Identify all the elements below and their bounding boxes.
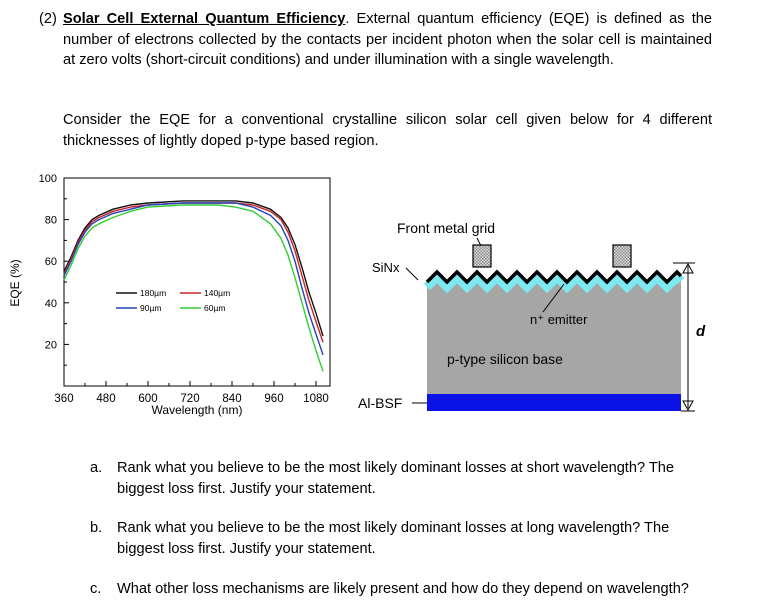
thickness-label: d	[696, 323, 706, 340]
consider-paragraph: Consider the EQE for a conventional crys…	[63, 112, 712, 149]
front-grid-pointer	[476, 237, 482, 247]
series-lines	[63, 200, 324, 372]
sinx-pointer	[405, 267, 419, 281]
bsf-label: Al-BSF	[358, 395, 402, 411]
problem-intro: . External quantum efficiency (EQE) is d…	[63, 11, 712, 68]
legend-label: 60µm	[204, 303, 225, 313]
problem-title: Solar Cell External Quantum Efficiency	[63, 11, 346, 27]
y-tick-label: 40	[45, 298, 57, 310]
plot-area	[63, 177, 331, 387]
x-tick-label: 480	[96, 393, 115, 405]
x-tick-label: 720	[180, 393, 199, 405]
y-axis-ticks: 100 80 60 40 20	[39, 173, 69, 366]
x-tick-label: 600	[138, 393, 157, 405]
base-label: p-type silicon base	[447, 351, 563, 367]
emitter-pointer	[542, 283, 565, 313]
legend: 180µm 140µm 90µm 60µm	[116, 288, 230, 313]
series-line-2	[63, 202, 324, 356]
eqe-chart: 100 80 60 40 20 360 480 600 720 840 960 1080 Wavel…	[8, 173, 331, 417]
p-type-base	[427, 282, 681, 394]
question-a: a. Rank what you believe to be the most …	[90, 458, 712, 499]
legend-label: 90µm	[140, 303, 161, 313]
y-tick-label: 20	[45, 339, 57, 351]
x-axis-label: Wavelength (nm)	[152, 403, 243, 417]
question-b-label: b.	[90, 520, 103, 536]
thickness-arrow-down	[682, 400, 694, 412]
series-line-3	[63, 204, 324, 372]
question-c-label: c.	[90, 581, 102, 597]
x-tick-label: 840	[222, 393, 241, 405]
problem-number: (2)	[39, 11, 57, 27]
question-c-text: What other loss mechanisms are likely pr…	[117, 581, 689, 597]
sinx-label: SiNx	[372, 260, 400, 275]
grid-contact-1	[472, 244, 492, 268]
front-grid-label: Front metal grid	[397, 220, 495, 236]
chart-frame	[63, 177, 331, 387]
legend-label: 180µm	[140, 288, 166, 298]
x-tick-label: 1080	[303, 393, 329, 405]
y-tick-label: 60	[45, 256, 57, 268]
x-tick-label: 360	[54, 393, 73, 405]
x-axis-ticks: 360 480 600 720 840 960 1080	[54, 381, 329, 405]
y-axis-label: EQE (%)	[8, 259, 22, 306]
y-tick-label: 100	[39, 173, 57, 185]
x-tick-label: 960	[264, 393, 283, 405]
question-a-text: Rank what you believe to be the most lik…	[117, 460, 675, 497]
question-c: c. What other loss mechanisms are likely…	[90, 579, 712, 600]
sinx-layer	[425, 269, 683, 285]
question-a-label: a.	[90, 460, 103, 476]
thickness-arrow-up	[682, 262, 694, 274]
emitter-label: n⁺ emitter	[530, 312, 588, 327]
question-b: b. Rank what you believe to be the most …	[90, 518, 712, 559]
y-tick-label: 80	[45, 215, 57, 227]
problem-paragraph: (2) Solar Cell External Quantum Efficien…	[39, 9, 712, 71]
question-b-text: Rank what you believe to be the most lik…	[117, 520, 670, 557]
series-line-1	[63, 202, 324, 343]
al-bsf-layer	[427, 394, 681, 411]
arc-coating	[423, 270, 685, 294]
cell-diagram: Front metal grid SiNx n⁺ emitter p-type …	[358, 220, 706, 412]
grid-contact-2	[612, 244, 632, 268]
legend-label: 140µm	[204, 288, 230, 298]
series-line-0	[63, 200, 324, 337]
